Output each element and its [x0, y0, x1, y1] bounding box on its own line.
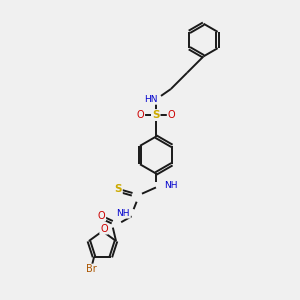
- Text: O: O: [168, 110, 175, 120]
- Text: O: O: [100, 224, 108, 234]
- Text: NH: NH: [117, 209, 130, 218]
- Text: NH: NH: [164, 181, 178, 190]
- Text: Br: Br: [86, 264, 97, 274]
- Text: S: S: [152, 110, 160, 120]
- Text: O: O: [137, 110, 144, 120]
- Text: O: O: [98, 211, 105, 221]
- Text: HN: HN: [144, 95, 158, 104]
- Text: S: S: [114, 184, 122, 194]
